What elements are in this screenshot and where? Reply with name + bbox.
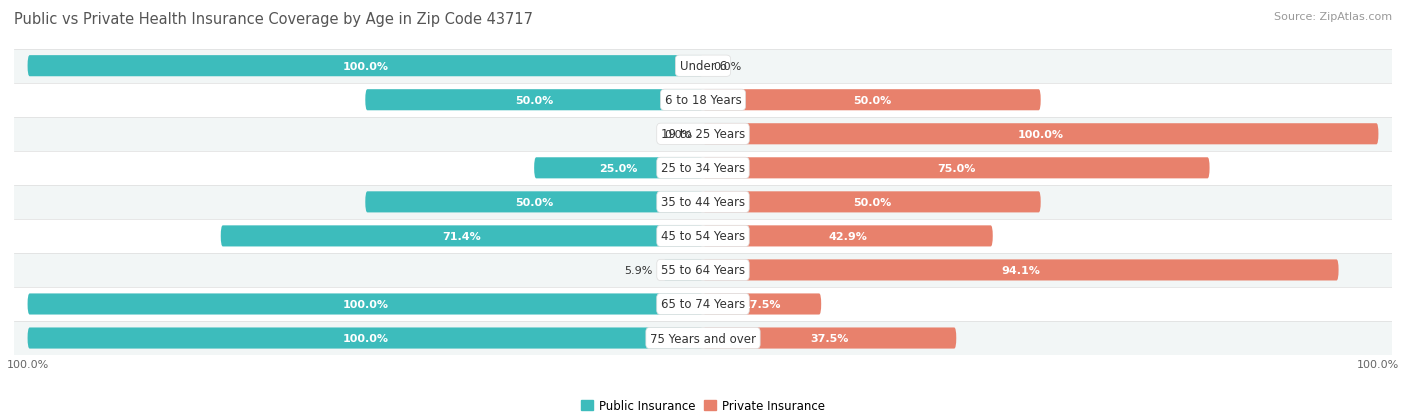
Text: 100.0%: 100.0%	[342, 333, 388, 343]
FancyBboxPatch shape	[664, 260, 703, 281]
Text: 71.4%: 71.4%	[443, 231, 481, 241]
Text: 19 to 25 Years: 19 to 25 Years	[661, 128, 745, 141]
Bar	[14, 83, 1392, 117]
Bar	[14, 219, 1392, 253]
Legend: Public Insurance, Private Insurance: Public Insurance, Private Insurance	[576, 394, 830, 413]
Text: 50.0%: 50.0%	[852, 197, 891, 207]
Text: 100.0%: 100.0%	[342, 299, 388, 309]
Bar	[14, 50, 1392, 83]
FancyBboxPatch shape	[28, 294, 703, 315]
Bar	[14, 287, 1392, 321]
Text: 50.0%: 50.0%	[515, 95, 554, 105]
Text: 50.0%: 50.0%	[515, 197, 554, 207]
FancyBboxPatch shape	[703, 260, 1339, 281]
Text: 37.5%: 37.5%	[810, 333, 849, 343]
Text: 25 to 34 Years: 25 to 34 Years	[661, 162, 745, 175]
FancyBboxPatch shape	[366, 90, 703, 111]
Bar	[14, 152, 1392, 185]
Text: Source: ZipAtlas.com: Source: ZipAtlas.com	[1274, 12, 1392, 22]
Text: Under 6: Under 6	[679, 60, 727, 73]
Text: Public vs Private Health Insurance Coverage by Age in Zip Code 43717: Public vs Private Health Insurance Cover…	[14, 12, 533, 27]
Bar	[14, 253, 1392, 287]
Bar	[14, 321, 1392, 355]
FancyBboxPatch shape	[703, 192, 1040, 213]
Text: 100.0%: 100.0%	[342, 62, 388, 71]
Text: 65 to 74 Years: 65 to 74 Years	[661, 298, 745, 311]
Text: 100.0%: 100.0%	[1018, 129, 1064, 140]
FancyBboxPatch shape	[703, 90, 1040, 111]
FancyBboxPatch shape	[534, 158, 703, 179]
FancyBboxPatch shape	[28, 328, 703, 349]
FancyBboxPatch shape	[703, 124, 1378, 145]
Text: 75.0%: 75.0%	[938, 164, 976, 173]
FancyBboxPatch shape	[28, 56, 703, 77]
Text: 94.1%: 94.1%	[1001, 265, 1040, 275]
FancyBboxPatch shape	[221, 226, 703, 247]
FancyBboxPatch shape	[703, 328, 956, 349]
Text: 45 to 54 Years: 45 to 54 Years	[661, 230, 745, 243]
FancyBboxPatch shape	[703, 294, 821, 315]
Text: 25.0%: 25.0%	[599, 164, 638, 173]
FancyBboxPatch shape	[703, 158, 1209, 179]
Bar	[14, 185, 1392, 219]
Text: 0.0%: 0.0%	[713, 62, 741, 71]
Text: 35 to 44 Years: 35 to 44 Years	[661, 196, 745, 209]
Text: 17.5%: 17.5%	[742, 299, 782, 309]
Text: 55 to 64 Years: 55 to 64 Years	[661, 264, 745, 277]
Text: 5.9%: 5.9%	[624, 265, 652, 275]
FancyBboxPatch shape	[703, 226, 993, 247]
Text: 0.0%: 0.0%	[665, 129, 693, 140]
Text: 42.9%: 42.9%	[828, 231, 868, 241]
Text: 50.0%: 50.0%	[852, 95, 891, 105]
FancyBboxPatch shape	[366, 192, 703, 213]
Bar	[14, 117, 1392, 152]
Text: 75 Years and over: 75 Years and over	[650, 332, 756, 345]
Text: 6 to 18 Years: 6 to 18 Years	[665, 94, 741, 107]
